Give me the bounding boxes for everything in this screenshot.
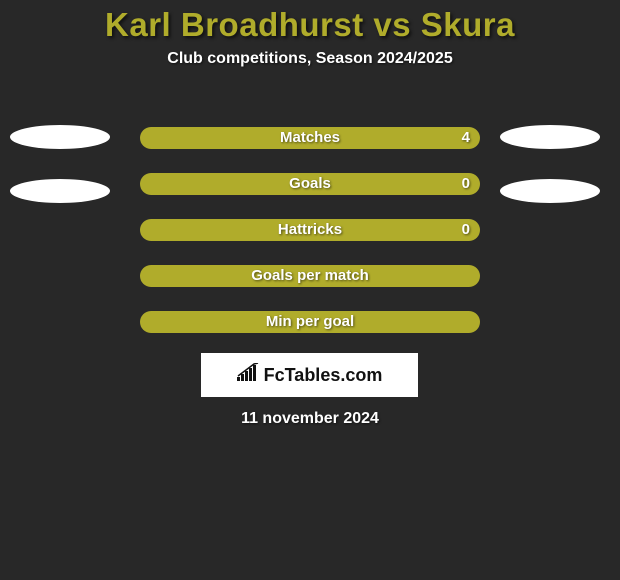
chart-icon bbox=[237, 363, 259, 388]
stat-row: Goals per match bbox=[140, 265, 480, 287]
stat-label: Goals bbox=[140, 173, 480, 195]
stat-row: Min per goal bbox=[140, 311, 480, 333]
stat-label: Hattricks bbox=[140, 219, 480, 241]
comparison-card: Karl Broadhurst vs Skura Club competitio… bbox=[0, 0, 620, 580]
watermark-text: FcTables.com bbox=[264, 365, 383, 386]
stat-row: Hattricks 0 bbox=[140, 219, 480, 241]
date-label: 11 november 2024 bbox=[0, 410, 620, 428]
stat-row: Matches 4 bbox=[140, 127, 480, 149]
stat-row: Goals 0 bbox=[140, 173, 480, 195]
stat-value: 4 bbox=[462, 127, 470, 149]
page-title: Karl Broadhurst vs Skura bbox=[0, 0, 620, 44]
stat-label: Goals per match bbox=[140, 265, 480, 287]
player-badge-left-2 bbox=[10, 179, 110, 203]
player-badge-right-1 bbox=[500, 125, 600, 149]
player-badge-left-1 bbox=[10, 125, 110, 149]
stat-value: 0 bbox=[462, 173, 470, 195]
watermark: FcTables.com bbox=[201, 353, 418, 397]
stat-label: Matches bbox=[140, 127, 480, 149]
stat-label: Min per goal bbox=[140, 311, 480, 333]
stats-table: Matches 4 Goals 0 Hattricks 0 Goals per … bbox=[140, 127, 480, 357]
player-badge-right-2 bbox=[500, 179, 600, 203]
stat-value: 0 bbox=[462, 219, 470, 241]
page-subtitle: Club competitions, Season 2024/2025 bbox=[0, 50, 620, 68]
